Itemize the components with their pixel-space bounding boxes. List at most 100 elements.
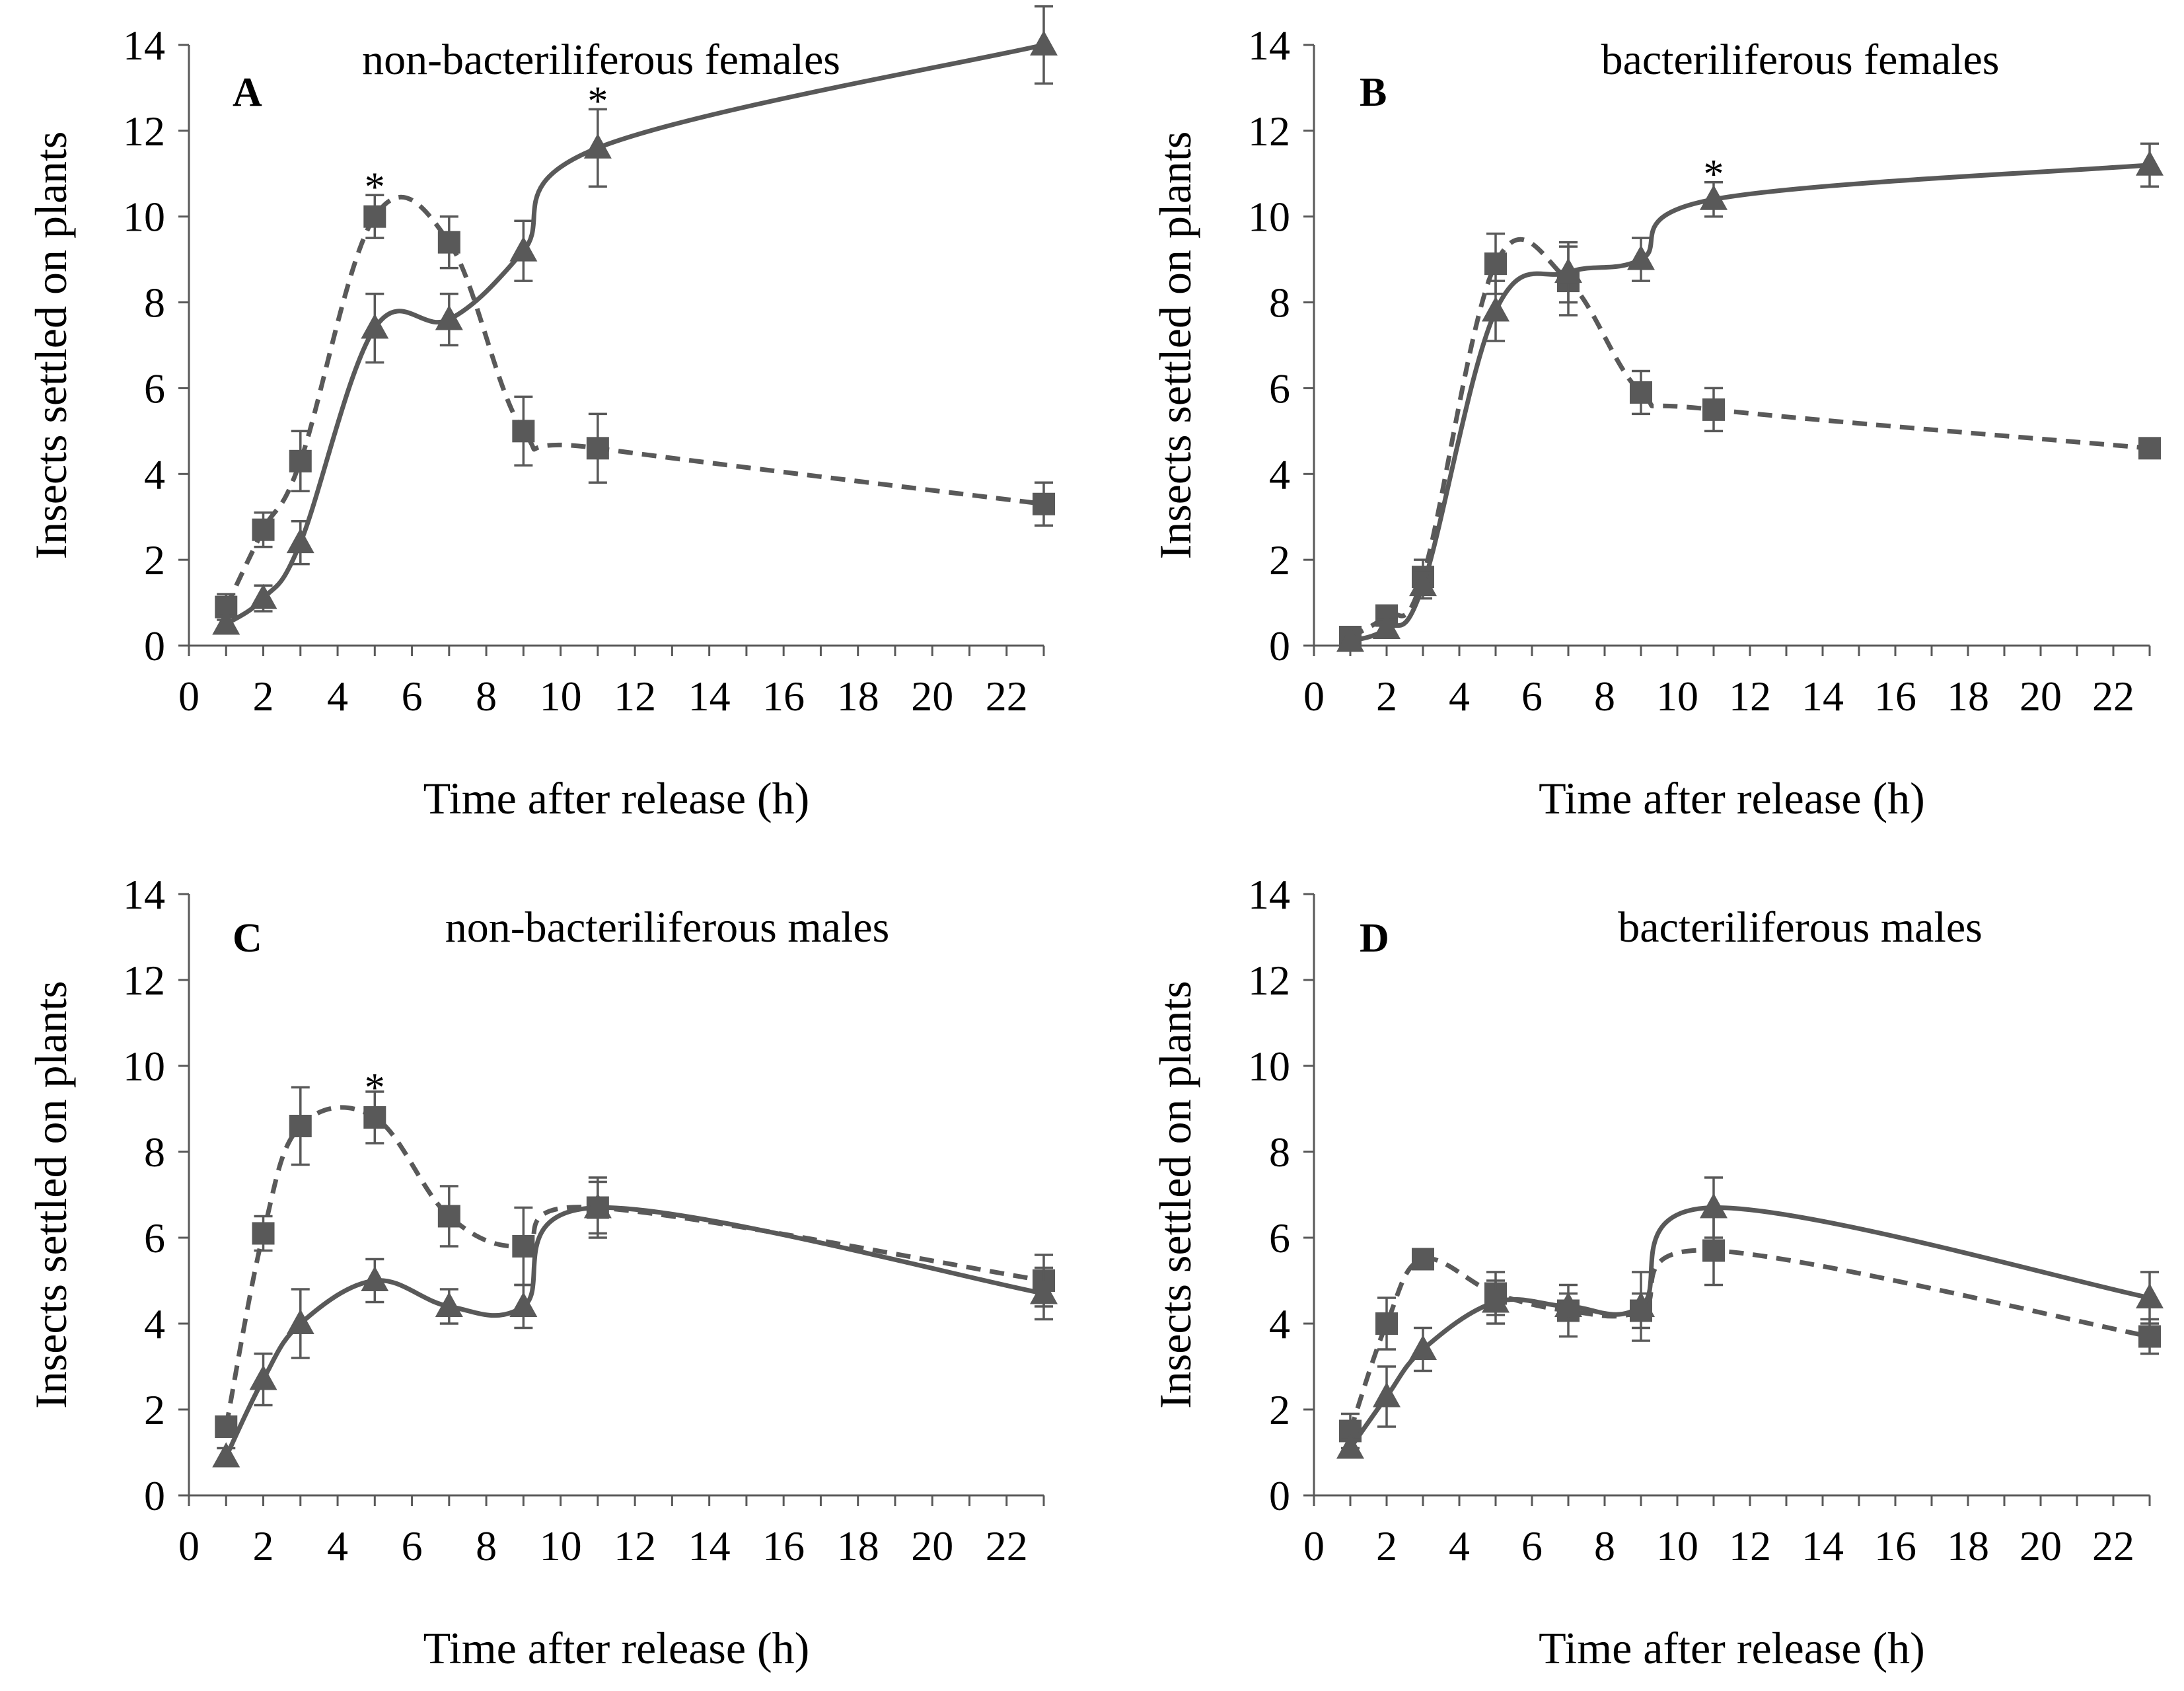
- significance-asterisk: *: [365, 1066, 385, 1111]
- triangle-marker: [2136, 150, 2164, 176]
- square-marker: [1375, 1312, 1398, 1335]
- x-tick-label: 16: [762, 1522, 805, 1569]
- x-tick-label: 6: [402, 1522, 423, 1569]
- square-marker: [215, 1415, 238, 1438]
- y-tick-label: 14: [123, 22, 165, 69]
- x-tick-label: 14: [1802, 673, 1844, 720]
- solid-series-line: [1348, 1205, 2150, 1450]
- x-tick-label: 18: [1947, 1522, 1989, 1569]
- square-marker: [586, 437, 609, 460]
- x-tick-label: 6: [1521, 1522, 1543, 1569]
- x-tick-label: 10: [1656, 673, 1698, 720]
- x-tick-label: 4: [1449, 673, 1470, 720]
- square-marker: [252, 1222, 275, 1245]
- y-tick-label: 0: [1269, 622, 1290, 669]
- x-tick-label: 16: [762, 673, 805, 720]
- x-tick-label: 20: [2020, 1522, 2062, 1569]
- y-axis-title: Insects settled on plants: [26, 132, 76, 560]
- y-axis-title: Insects settled on plants: [26, 981, 76, 1409]
- triangle-marker: [1336, 626, 1364, 652]
- y-tick-label: 4: [1269, 1300, 1290, 1347]
- y-axis-title: Insects settled on plants: [1150, 981, 1200, 1409]
- panel-title: bacteriliferous females: [1601, 36, 2000, 84]
- x-tick-label: 14: [688, 673, 731, 720]
- triangle-marker: [1482, 296, 1510, 322]
- x-tick-label: 18: [1947, 673, 1989, 720]
- square-marker: [437, 1205, 460, 1228]
- square-marker: [2138, 437, 2161, 460]
- x-tick-label: 4: [327, 1522, 348, 1569]
- triangle-marker: [1627, 244, 1655, 270]
- x-tick-label: 2: [1376, 673, 1397, 720]
- x-axis-title: Time after release (h): [423, 773, 810, 823]
- triangle-marker: [435, 305, 463, 330]
- y-tick-label: 0: [1269, 1472, 1290, 1519]
- y-tick-label: 6: [1269, 1215, 1290, 1261]
- y-tick-label: 2: [1269, 1386, 1290, 1433]
- triangle-marker: [361, 1266, 389, 1291]
- panel-title: non-bacteriliferous females: [362, 36, 840, 84]
- y-tick-label: 12: [123, 957, 165, 1004]
- triangle-marker: [1700, 184, 1728, 210]
- square-marker: [512, 1235, 535, 1258]
- y-axis-title: Insects settled on plants: [1150, 132, 1200, 560]
- y-tick-label: 4: [144, 451, 165, 498]
- x-tick-label: 22: [986, 673, 1028, 720]
- square-marker: [1484, 252, 1507, 276]
- triangle-marker: [1409, 1335, 1437, 1360]
- y-tick-label: 8: [144, 280, 165, 326]
- triangle-marker: [249, 1365, 277, 1390]
- y-tick-label: 12: [1248, 108, 1290, 155]
- x-tick-label: 10: [1656, 1522, 1698, 1569]
- triangle-marker: [1373, 1382, 1401, 1408]
- triangle-marker: [1373, 614, 1401, 640]
- triangle-marker: [249, 583, 277, 609]
- panel-a: 0 2 4 6 8 10 12 14 0 2 4 6 8 10 12 14 16 18 20 22 Time after…: [26, 5, 1058, 823]
- triangle-marker: [1482, 1287, 1510, 1313]
- x-tick-label: 20: [2020, 673, 2062, 720]
- dashed-series-line: [224, 194, 1044, 609]
- y-tick-label: 2: [144, 537, 165, 583]
- solid-series-line: [224, 1205, 1044, 1458]
- x-tick-label: 0: [178, 1522, 200, 1569]
- triangle-marker: [1336, 1433, 1364, 1459]
- triangle-marker: [1409, 571, 1437, 597]
- panel-title: bacteriliferous males: [1618, 903, 1983, 952]
- y-tick-label: 0: [144, 1472, 165, 1519]
- y-tick-label: 6: [144, 365, 165, 412]
- square-marker: [1702, 1239, 1725, 1262]
- x-tick-label: 2: [253, 673, 274, 720]
- x-tick-label: 16: [1874, 673, 1916, 720]
- triangle-marker: [212, 609, 240, 635]
- x-tick-label: 10: [540, 673, 582, 720]
- panel-letter: C: [233, 916, 262, 961]
- x-tick-label: 0: [178, 673, 200, 720]
- x-tick-label: 2: [1376, 1522, 1397, 1569]
- triangle-marker: [1700, 1193, 1728, 1219]
- panel-c: 0 2 4 6 8 10 12 14 0 2 4 6 8 10 12 14 16 18 20 22 Time after…: [26, 871, 1058, 1673]
- triangle-marker: [509, 1292, 538, 1317]
- x-tick-label: 12: [614, 1522, 656, 1569]
- x-tick-label: 12: [614, 673, 656, 720]
- x-tick-label: 6: [402, 673, 423, 720]
- x-tick-label: 10: [540, 1522, 582, 1569]
- y-tick-label: 6: [1269, 365, 1290, 412]
- triangle-marker: [583, 133, 612, 159]
- x-tick-label: 20: [911, 1522, 953, 1569]
- square-marker: [1702, 398, 1725, 421]
- triangle-marker: [435, 1292, 463, 1317]
- y-tick-label: 10: [123, 194, 165, 241]
- y-tick-label: 10: [123, 1043, 165, 1090]
- square-marker: [289, 1115, 312, 1137]
- triangle-marker: [583, 1193, 612, 1219]
- square-marker: [437, 231, 460, 254]
- x-tick-label: 14: [688, 1522, 731, 1569]
- x-tick-label: 4: [327, 673, 348, 720]
- y-tick-label: 8: [144, 1129, 165, 1176]
- square-marker: [1630, 381, 1652, 404]
- triangle-marker: [286, 528, 314, 554]
- square-marker: [1033, 492, 1055, 515]
- triangle-marker: [1554, 258, 1582, 283]
- series-triangles: [212, 1180, 1058, 1468]
